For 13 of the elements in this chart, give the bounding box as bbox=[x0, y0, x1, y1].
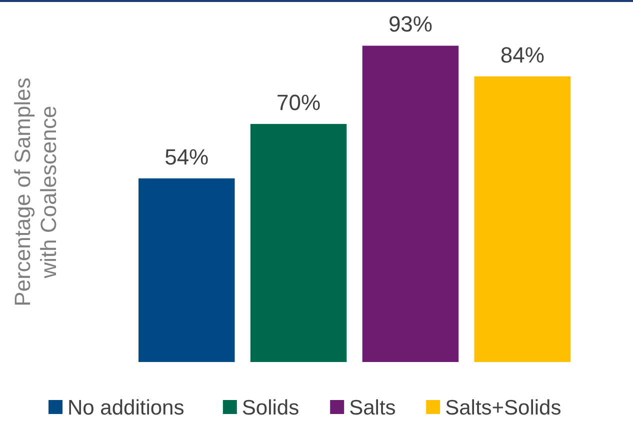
data-label: 93% bbox=[388, 12, 432, 37]
bar bbox=[362, 46, 459, 362]
legend-label: Salts+Solids bbox=[445, 396, 562, 420]
legend-label: No additions bbox=[68, 396, 184, 420]
bar bbox=[138, 178, 235, 362]
data-label: 54% bbox=[164, 144, 209, 170]
bar bbox=[474, 76, 571, 362]
legend-label: Salts bbox=[349, 396, 396, 420]
y-axis-title: Percentage of Samples with Coalescence bbox=[10, 78, 61, 306]
legend-label: Solids bbox=[242, 396, 300, 420]
data-label: 70% bbox=[276, 90, 321, 115]
bar bbox=[250, 124, 347, 362]
data-label: 84% bbox=[500, 42, 544, 68]
